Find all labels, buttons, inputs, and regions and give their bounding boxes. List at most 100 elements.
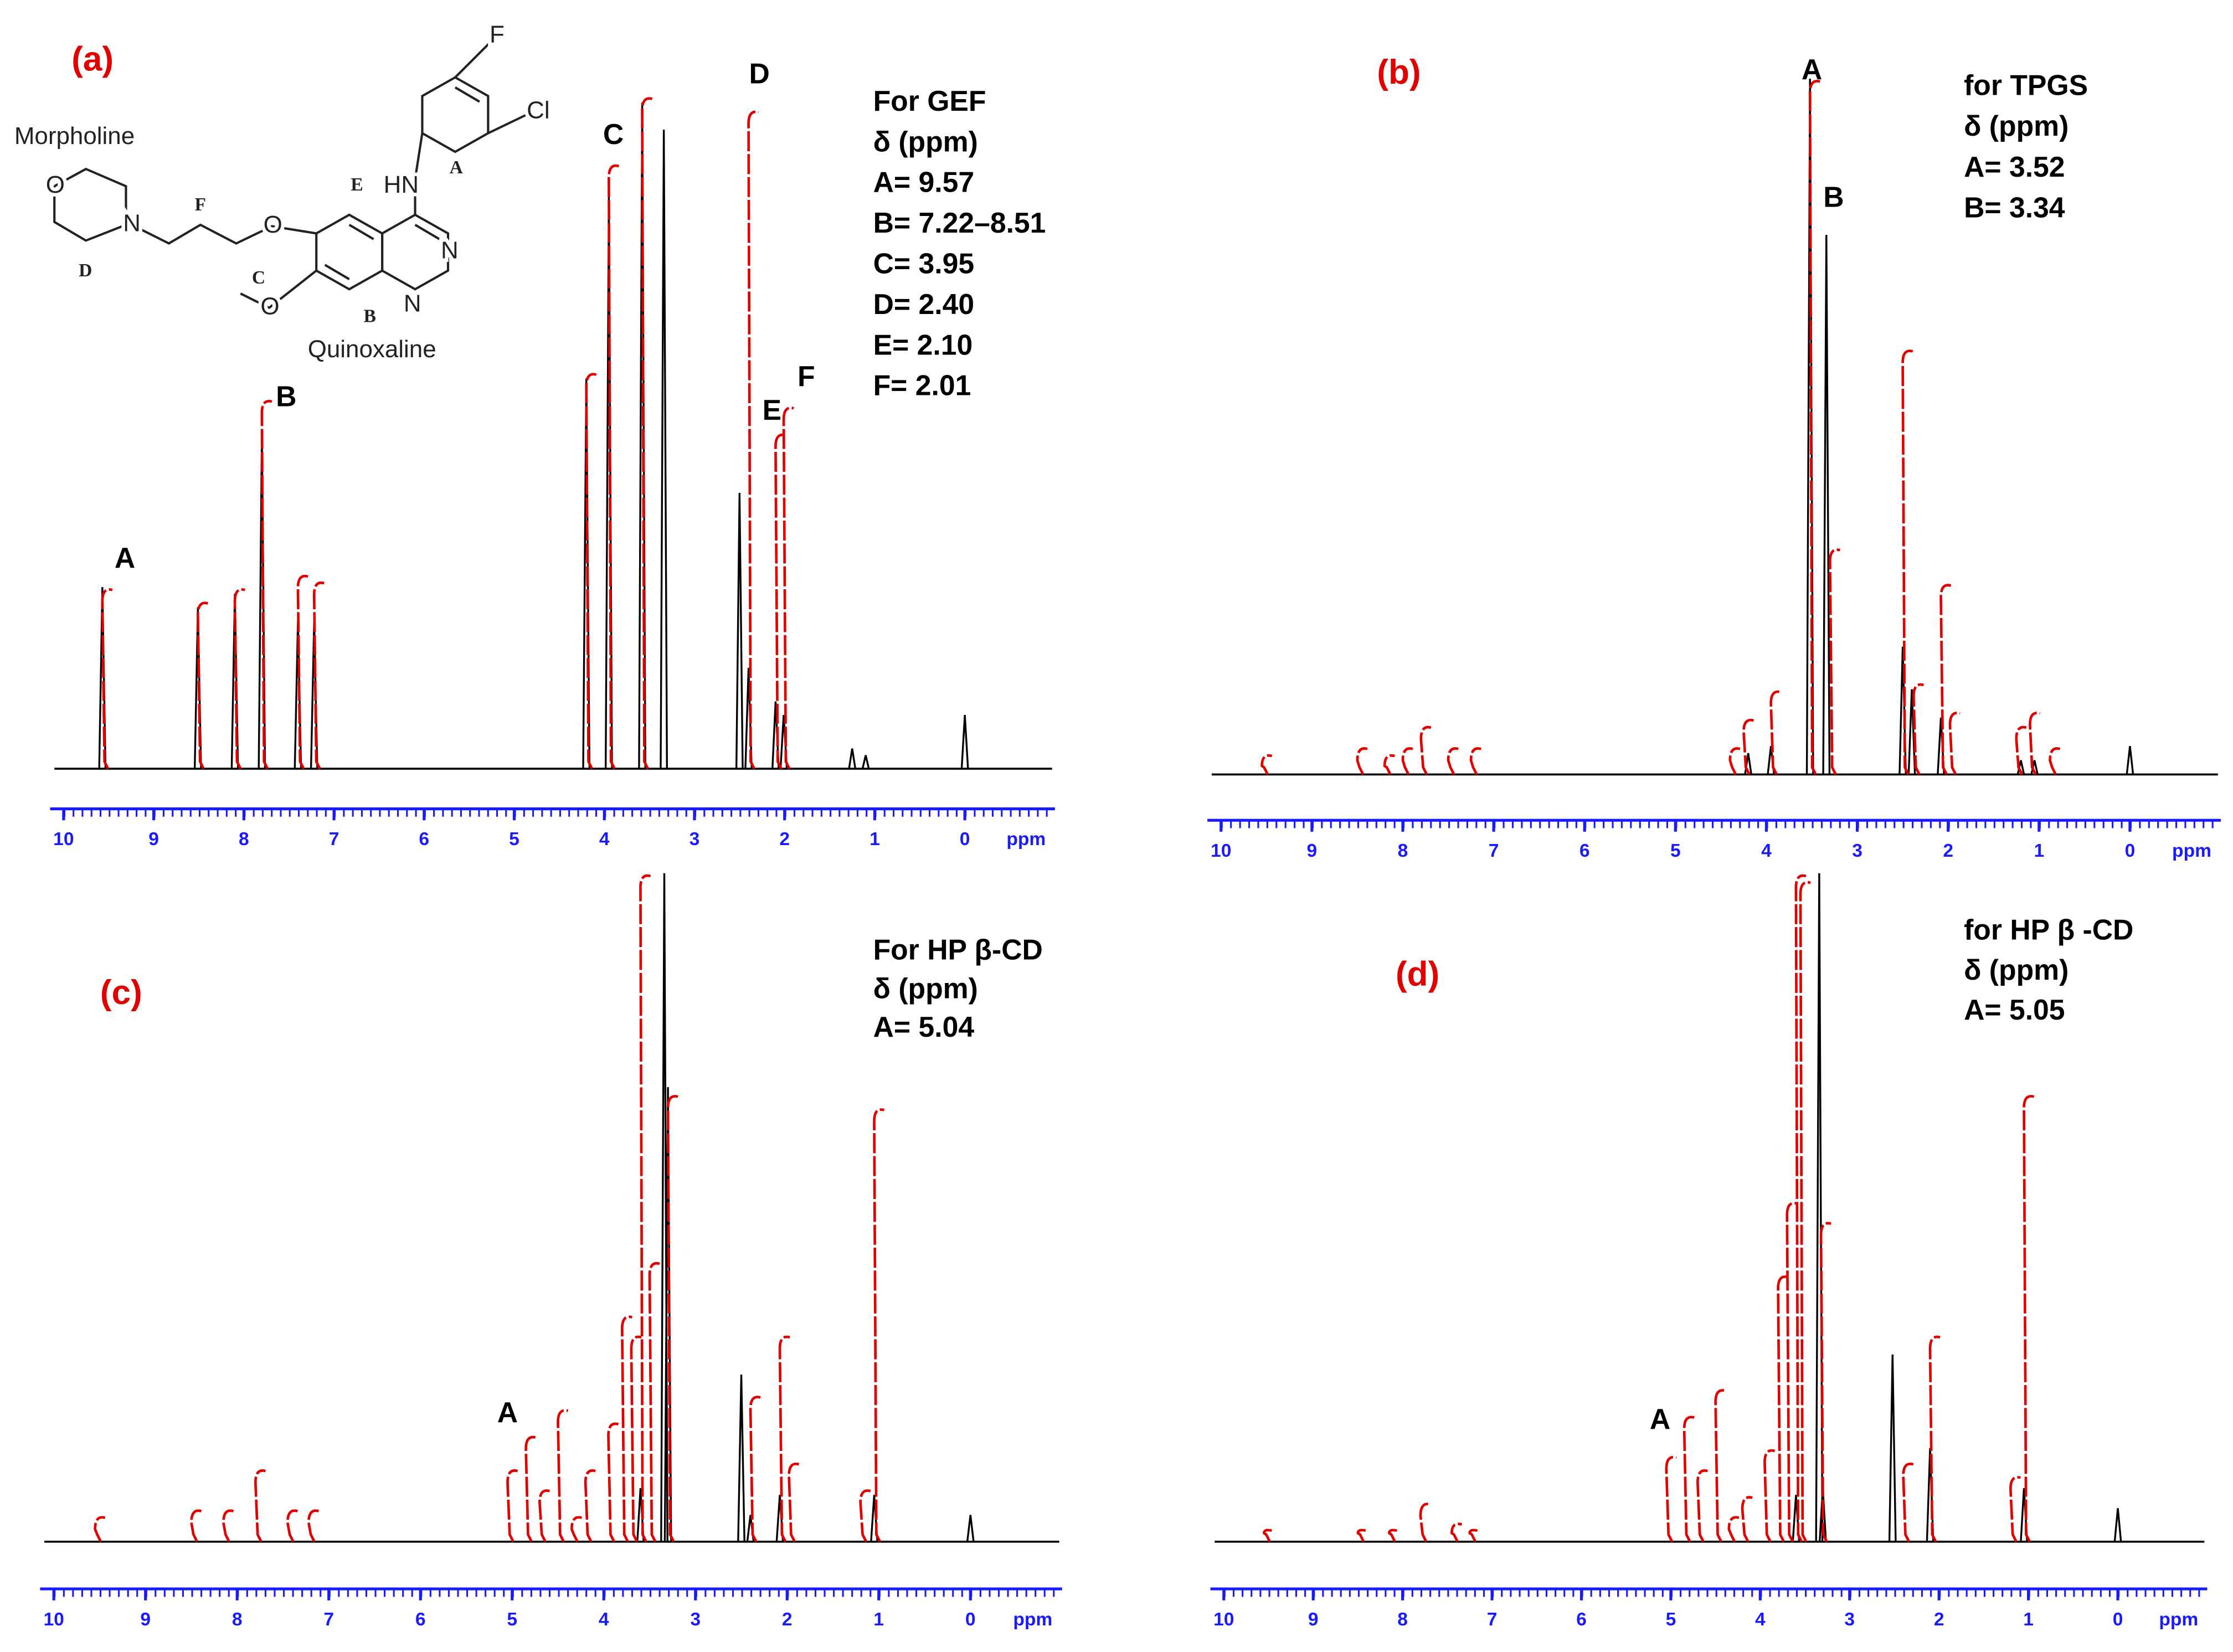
x-tick-label: 3: [690, 829, 700, 850]
info-line: F= 2.01: [873, 369, 971, 402]
structure-label: O: [264, 211, 282, 238]
x-tick-label: 7: [1487, 1609, 1498, 1630]
peak: [2113, 1508, 2122, 1542]
integral-curve: [1948, 712, 1961, 775]
structure-label: D: [79, 260, 92, 281]
integral-curve: [584, 1469, 596, 1542]
peak: [1822, 235, 1831, 775]
structure-label: A: [450, 157, 464, 178]
integral-curve: [2029, 712, 2041, 775]
panel-label: (a): [71, 40, 114, 79]
integral-curve: [1742, 718, 1754, 775]
integral-curve: [1741, 1496, 1753, 1542]
integral-curve: [2023, 1095, 2035, 1542]
integral-curve: [1696, 1469, 1709, 1542]
integral-curve: [1450, 1522, 1463, 1542]
integral-curve: [286, 1509, 298, 1542]
peak-label: B: [1823, 181, 1844, 213]
x-tick-label: 0: [965, 1609, 976, 1630]
integral-curve: [197, 601, 209, 770]
integral-curve: [94, 1516, 106, 1542]
integral-curve: [524, 1435, 537, 1542]
x-tick-label: 6: [1579, 841, 1590, 861]
x-tick-label: 9: [1307, 841, 1318, 861]
x-tick-label: 2: [1934, 1609, 1944, 1630]
x-tick-label: 8: [232, 1609, 243, 1630]
x-tick-label: 8: [239, 829, 249, 850]
integral-curve: [1808, 80, 1820, 775]
integral-curve: [307, 1509, 320, 1542]
x-tick-label: 6: [415, 1609, 426, 1630]
integral-curve: [557, 1409, 569, 1542]
integral-curve: [747, 110, 759, 770]
integral-curve: [1829, 548, 1841, 775]
integral-curve: [1401, 747, 1413, 775]
integral-curve: [538, 1489, 550, 1542]
integral-curve: [1263, 1529, 1275, 1542]
integral-curve: [1260, 754, 1273, 775]
info-line: D= 2.40: [873, 288, 974, 320]
integral-curve: [2049, 747, 2061, 775]
structure-label: HN: [384, 171, 419, 198]
x-tick-label: 8: [1397, 1609, 1408, 1630]
info-line: B= 3.34: [1964, 191, 2065, 223]
x-tick-label: 7: [323, 1609, 334, 1630]
structure-label: F: [195, 194, 207, 215]
integral-curve: [639, 874, 651, 1542]
integral-curve: [296, 574, 308, 770]
x-tick-label: 5: [1666, 1609, 1676, 1630]
integral-curve: [1939, 584, 1952, 775]
peak-label: A: [115, 542, 135, 574]
x-tick-label: 3: [1852, 841, 1862, 861]
structure-label: C: [252, 267, 265, 288]
integral-curve: [1901, 349, 1913, 775]
structure-label: Morpholine: [14, 122, 135, 150]
structure-label: E: [351, 174, 363, 195]
x-tick-label: 5: [1670, 841, 1681, 861]
info-line: E= 2.10: [873, 328, 973, 361]
x-tick-label: 8: [1398, 841, 1408, 861]
peak: [660, 130, 668, 769]
structure-label: N: [441, 237, 459, 264]
structure-label: Quinoxaline: [308, 336, 436, 363]
structure-label: B: [363, 306, 375, 327]
integral-curve: [1777, 1275, 1789, 1542]
info-line: for HP β -CD: [1964, 913, 2133, 945]
info-line: A= 3.52: [1964, 151, 2065, 183]
integral-curve: [1388, 1529, 1400, 1542]
info-line: for TPGS: [1964, 69, 2088, 101]
x-unit: ppm: [2172, 841, 2211, 861]
peak-label: D: [749, 58, 769, 90]
integral-curve: [1727, 1516, 1740, 1542]
structure-label: O: [260, 292, 279, 320]
x-tick-label: 9: [148, 829, 159, 850]
x-tick-label: 0: [2125, 841, 2136, 861]
peak-label: A: [1802, 53, 1822, 85]
x-tick-label: 0: [2113, 1609, 2123, 1630]
info-line: δ (ppm): [1964, 954, 2069, 986]
x-tick-label: 6: [1576, 1609, 1587, 1630]
x-unit: ppm: [1006, 829, 1046, 850]
info-line: δ (ppm): [1964, 110, 2069, 142]
integral-curve: [1799, 881, 1811, 1542]
integral-curve: [1469, 747, 1481, 775]
x-tick-label: 10: [44, 1609, 64, 1630]
integral-curve: [873, 1108, 885, 1542]
integral-curve: [641, 97, 653, 770]
x-tick-label: 9: [140, 1609, 151, 1630]
structure-label: N: [123, 210, 141, 237]
x-tick-label: 4: [1755, 1609, 1766, 1630]
x-tick-label: 1: [2034, 841, 2044, 861]
info-line: δ (ppm): [873, 972, 978, 1004]
peak-label: B: [276, 380, 296, 413]
x-tick-label: 1: [869, 829, 880, 850]
info-line: For HP β-CD: [873, 934, 1043, 966]
info-line: δ (ppm): [873, 125, 978, 157]
x-tick-label: 5: [507, 1609, 517, 1630]
integral-curve: [1928, 1335, 1941, 1542]
x-tick-label: 2: [779, 829, 790, 850]
integral-curve: [222, 1509, 234, 1542]
integral-curve: [1794, 874, 1807, 1542]
x-tick-label: 7: [1489, 841, 1499, 861]
